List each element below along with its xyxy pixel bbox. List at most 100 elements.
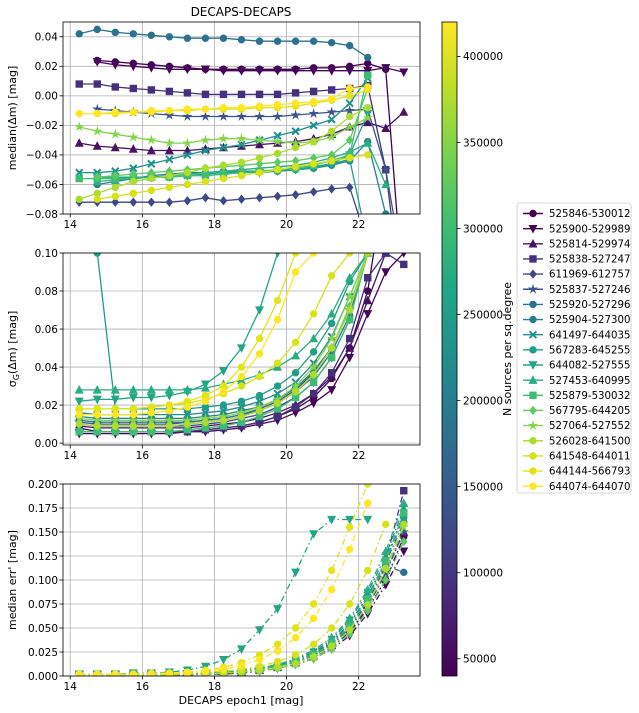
x-tick-label: 18: [208, 450, 221, 462]
data-point: [291, 388, 300, 396]
data-point: [326, 333, 337, 343]
data-point: [201, 418, 210, 426]
data-point: [165, 669, 174, 676]
data-point: [147, 197, 156, 207]
data-point: [75, 195, 83, 203]
series-group: [73, 253, 408, 439]
data-point: [364, 274, 372, 282]
data-point: [309, 378, 318, 386]
y-tick-label: −0.08: [26, 209, 58, 221]
data-point: [327, 369, 336, 377]
legend-entry-611969-612757: 611969-612757: [523, 269, 630, 281]
data-point: [201, 397, 210, 405]
y-tick-label: 0.00: [35, 91, 58, 103]
data-point: [165, 422, 174, 430]
data-point: [345, 92, 354, 100]
data-point: [201, 34, 210, 42]
data-point: [128, 414, 139, 425]
data-point: [291, 338, 300, 347]
data-point: [165, 87, 174, 96]
data-point: [255, 193, 264, 203]
data-point: [290, 380, 301, 391]
data-point: [327, 515, 337, 525]
colorbar-tick-label: 250000: [463, 309, 503, 321]
data-point: [273, 412, 282, 421]
legend-marker: [529, 209, 537, 218]
data-point: [255, 67, 265, 76]
data-point: [363, 295, 373, 305]
data-point: [255, 102, 264, 110]
data-point: [382, 557, 390, 565]
data-point: [291, 633, 300, 642]
data-point: [345, 99, 354, 108]
data-point: [291, 659, 300, 668]
data-point: [164, 137, 175, 148]
data-point: [75, 410, 83, 419]
x-tick-label: 22: [352, 450, 365, 462]
data-point: [309, 389, 318, 398]
data-point: [327, 308, 337, 318]
legend-marker: [527, 420, 539, 431]
data-point: [237, 171, 246, 180]
data-point: [219, 161, 228, 169]
colorbar-tick-label: 50000: [463, 654, 496, 666]
data-point: [74, 138, 84, 147]
data-point: [237, 402, 246, 412]
data-point: [111, 83, 119, 91]
data-point: [237, 412, 246, 421]
data-point: [201, 105, 210, 113]
legend-entry-525814-529974: 525814-529974: [523, 238, 630, 250]
legend-label: 644074-644070: [549, 482, 630, 493]
data-point: [273, 191, 282, 201]
series-line-641548-644011: [97, 154, 368, 200]
data-point: [255, 372, 264, 381]
data-point: [345, 545, 354, 553]
data-point: [255, 350, 264, 358]
data-point: [182, 385, 192, 394]
data-point: [291, 568, 301, 578]
data-point: [146, 385, 156, 394]
data-point: [183, 196, 192, 206]
data-point: [400, 568, 408, 577]
data-point: [183, 420, 192, 428]
data-point: [183, 668, 192, 676]
data-point: [273, 647, 282, 655]
data-point: [345, 306, 354, 314]
legend-marker: [529, 346, 537, 354]
data-point: [237, 67, 246, 76]
data-point: [291, 268, 300, 276]
y-tick-label: 0.100: [28, 575, 58, 587]
data-point: [363, 138, 373, 147]
data-point: [201, 164, 210, 172]
legend-label: 527453-640995: [549, 376, 630, 387]
data-point: [381, 64, 391, 73]
data-point: [219, 174, 228, 183]
data-point: [309, 37, 318, 45]
legend-marker: [529, 467, 537, 475]
colorbar-tick-label: 200000: [463, 395, 503, 407]
data-point: [92, 385, 102, 394]
data-point: [381, 123, 391, 133]
data-point: [147, 422, 156, 430]
data-point: [291, 190, 300, 200]
data-point: [399, 107, 409, 116]
data-point: [110, 395, 120, 405]
data-point: [381, 575, 390, 585]
data-point: [309, 370, 318, 379]
data-point: [219, 416, 228, 424]
data-point: [129, 164, 138, 173]
data-point: [364, 103, 372, 112]
data-point: [183, 410, 192, 419]
data-point: [219, 665, 228, 673]
data-point: [92, 395, 102, 405]
x-tick-label: 22: [352, 219, 365, 231]
data-point: [74, 385, 84, 394]
x-tick-label: 20: [280, 681, 293, 693]
data-point: [165, 197, 174, 207]
legend-entry-641548-644011: 641548-644011: [523, 452, 630, 463]
data-point: [309, 121, 318, 130]
data-point: [183, 180, 192, 189]
axes-frame: [62, 252, 421, 446]
legend-label: 611969-612757: [549, 270, 630, 281]
data-point: [255, 626, 265, 635]
